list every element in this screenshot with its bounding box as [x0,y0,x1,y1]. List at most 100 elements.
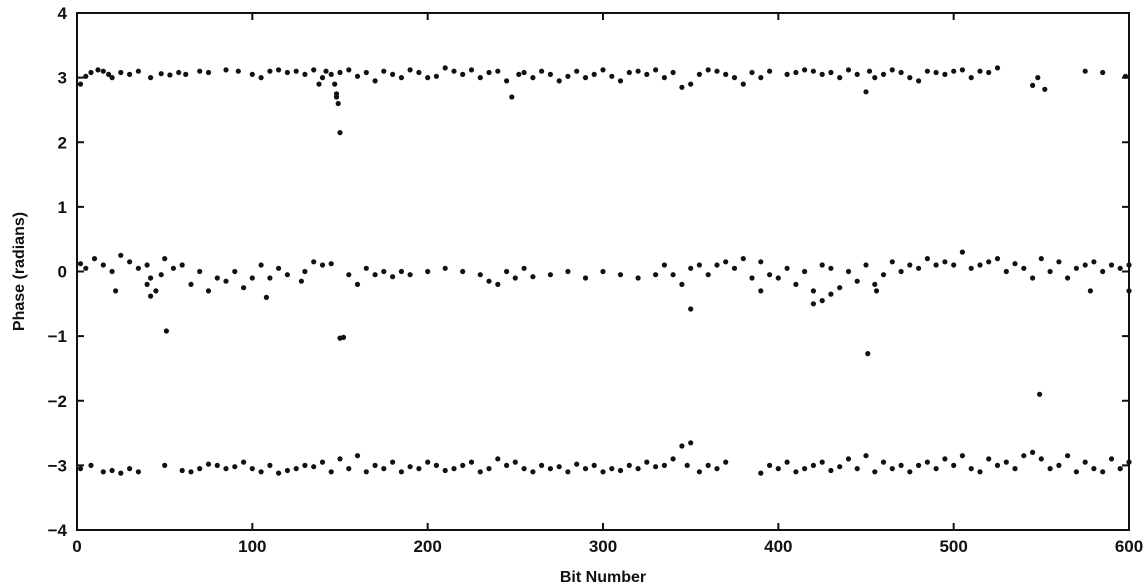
data-point [986,69,992,76]
x-tick-label: 600 [1115,537,1143,556]
x-axis-label: Bit Number [560,569,646,586]
data-point [1082,262,1088,268]
data-point [1021,453,1027,459]
data-point [810,288,817,294]
data-point [241,285,247,291]
data-point [223,278,229,284]
data-point [1065,453,1071,459]
data-point [994,256,1001,262]
data-point [83,73,89,79]
y-tick-label: −2 [48,392,67,411]
data-point [898,69,904,76]
data-point [582,466,589,472]
data-point [1073,469,1079,475]
data-point [328,261,334,267]
data-point [486,69,492,76]
data-point [1091,259,1097,265]
data-point [714,466,720,472]
data-point [258,262,264,268]
data-point [784,265,790,271]
x-tick-label: 400 [764,537,792,556]
data-point [158,272,164,278]
data-point [416,69,422,76]
data-point [767,68,773,74]
data-point [872,281,878,287]
data-point [144,262,150,268]
data-point [77,81,84,87]
data-point [872,75,878,81]
y-tick-label: 0 [58,263,67,282]
data-point [933,69,939,76]
data-point [653,464,659,470]
data-point [363,469,369,475]
data-point [688,265,694,271]
data-point [144,281,150,287]
data-point [889,466,895,472]
data-point [845,268,852,275]
data-point [284,272,290,278]
data-point [758,288,764,294]
data-point [284,467,290,474]
data-point [83,265,89,271]
data-point [907,469,913,475]
data-point [258,75,264,81]
data-point [332,81,338,87]
data-point [319,459,326,465]
axis-ticks [76,12,1130,531]
data-point [337,456,343,462]
y-tick-label: −3 [48,456,67,475]
data-point [740,256,746,262]
data-point [653,272,659,278]
data-point [235,68,241,74]
data-point [574,461,580,467]
data-point [148,275,154,281]
data-point [302,462,308,468]
data-point [223,67,229,73]
data-point [1056,462,1062,468]
data-point [845,456,852,462]
data-point [323,68,329,74]
data-point [758,259,764,265]
data-point [354,73,361,79]
data-point [241,459,247,465]
data-point [793,69,799,76]
data-point [319,75,326,81]
data-point [661,462,668,468]
data-point [398,75,404,81]
data-point [179,262,185,268]
data-point [1030,449,1036,455]
data-point [574,68,580,74]
data-point [179,467,185,474]
data-point [828,69,834,76]
data-point [977,68,983,74]
data-point [758,470,764,476]
data-point [1030,82,1036,88]
data-point [977,469,983,475]
data-point [784,459,790,465]
x-tick-label: 500 [939,537,967,556]
data-point [127,259,133,265]
data-point [1038,256,1044,262]
data-point [810,301,817,307]
data-point [924,256,931,262]
data-point [723,459,729,465]
data-point [106,71,112,77]
data-point [617,272,624,278]
data-point [696,262,703,268]
data-point [205,69,212,76]
data-point [302,268,308,275]
data-point [600,469,606,475]
data-point [793,469,799,475]
data-point [898,462,904,468]
data-point [994,462,1001,468]
data-point [609,73,615,79]
data-point [451,68,457,74]
data-point [1117,466,1123,472]
data-point [486,278,492,284]
y-tick-labels: −4 −3 −2 −1 0 1 2 3 4 [48,4,68,540]
data-point [328,71,334,77]
data-point [696,71,703,77]
data-point [661,262,668,268]
data-point [381,268,387,275]
data-point [521,265,527,271]
